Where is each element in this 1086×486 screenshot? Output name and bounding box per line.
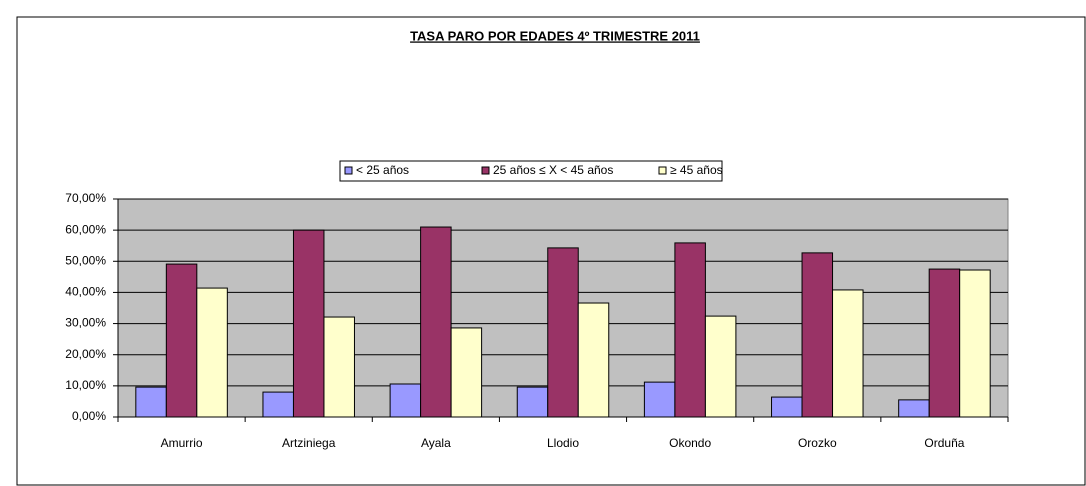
- bar: [262, 391, 294, 418]
- bar: [771, 396, 803, 418]
- y-tick-label: 30,00%: [65, 316, 106, 330]
- legend-label: ≥ 45 años: [670, 163, 723, 177]
- bar: [389, 383, 422, 418]
- legend-swatch: [658, 166, 667, 175]
- x-tick-label: Orduña: [924, 436, 964, 450]
- legend-swatch: [481, 166, 490, 175]
- bar: [420, 226, 452, 418]
- bar: [196, 287, 228, 418]
- bar: [135, 386, 167, 418]
- x-tick-label: Okondo: [669, 436, 711, 450]
- bar: [165, 263, 198, 418]
- legend-box: [339, 160, 723, 182]
- bar: [292, 229, 325, 418]
- x-tick-label: Artziniega: [282, 436, 336, 450]
- y-tick-label: 70,00%: [65, 191, 106, 205]
- chart-title: TASA PARO POR EDADES 4º TRIMESTRE 2011: [410, 28, 700, 43]
- legend-label: < 25 años: [356, 163, 409, 177]
- x-tick-label: Amurrio: [161, 436, 203, 450]
- bar: [547, 247, 579, 418]
- legend-label: 25 años ≤ X < 45 años: [493, 163, 613, 177]
- bar: [577, 302, 610, 418]
- y-tick-label: 40,00%: [65, 285, 106, 299]
- bar: [516, 386, 549, 418]
- bar: [801, 252, 834, 418]
- bar: [898, 399, 930, 418]
- legend-swatch: [344, 166, 353, 175]
- x-tick-label: Llodio: [547, 436, 579, 450]
- bar: [643, 381, 676, 418]
- y-tick-label: 0,00%: [72, 409, 106, 423]
- bar: [450, 327, 483, 418]
- bar: [674, 242, 706, 418]
- y-tick-label: 60,00%: [65, 222, 106, 236]
- x-tick-label: Orozko: [798, 436, 837, 450]
- bar: [959, 269, 991, 418]
- bar: [704, 315, 737, 418]
- y-tick-label: 50,00%: [65, 253, 106, 267]
- y-tick-label: 20,00%: [65, 347, 106, 361]
- bar: [928, 268, 961, 418]
- bar: [323, 316, 355, 418]
- x-tick-label: Ayala: [421, 436, 451, 450]
- bar: [832, 289, 864, 418]
- y-tick-label: 10,00%: [65, 378, 106, 392]
